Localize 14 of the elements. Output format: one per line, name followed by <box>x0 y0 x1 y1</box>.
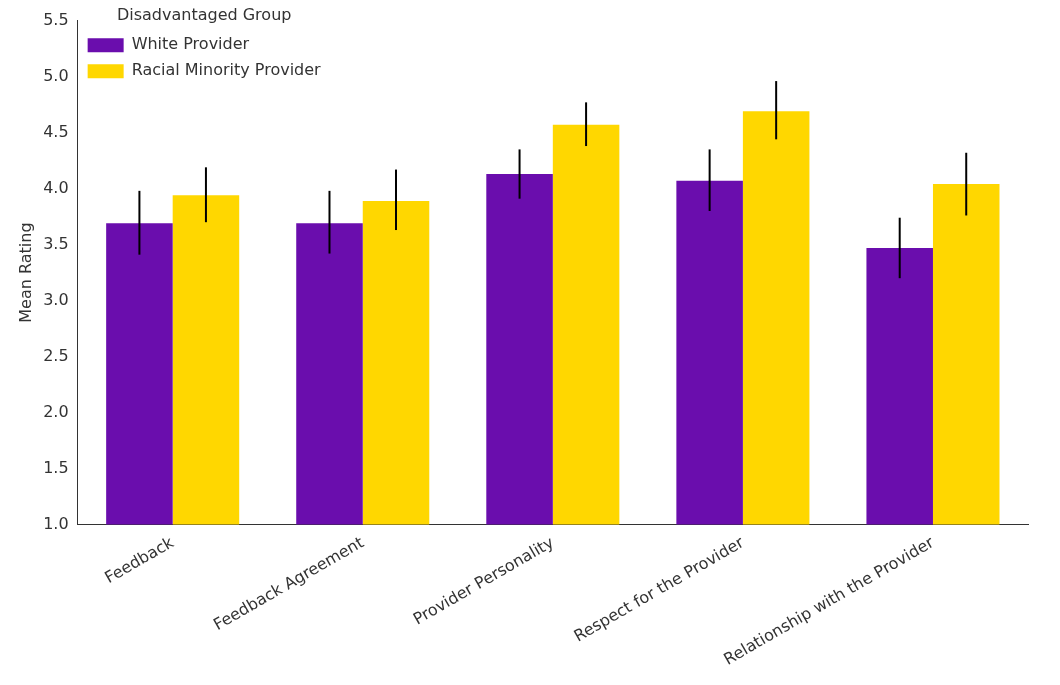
y-tick-label: 4.0 <box>43 177 69 197</box>
y-tick-label: 3.0 <box>43 289 69 309</box>
y-tick-label: 5.5 <box>43 9 69 29</box>
y-tick-label: 2.5 <box>43 345 69 365</box>
y-tick-label: 4.5 <box>43 121 69 141</box>
legend-label: Racial Minority Provider <box>131 60 322 80</box>
y-tick-label: 1.5 <box>43 457 69 477</box>
legend-label: White Provider <box>131 34 250 54</box>
y-tick-label: 2.0 <box>43 401 69 421</box>
y-tick-label: 1.0 <box>43 513 69 533</box>
y-tick-label: 5.0 <box>43 65 69 85</box>
legend-title: Disadvantaged Group <box>116 5 292 25</box>
y-axis-title: Mean Rating <box>15 222 35 323</box>
y-tick-label: 3.5 <box>43 233 69 253</box>
